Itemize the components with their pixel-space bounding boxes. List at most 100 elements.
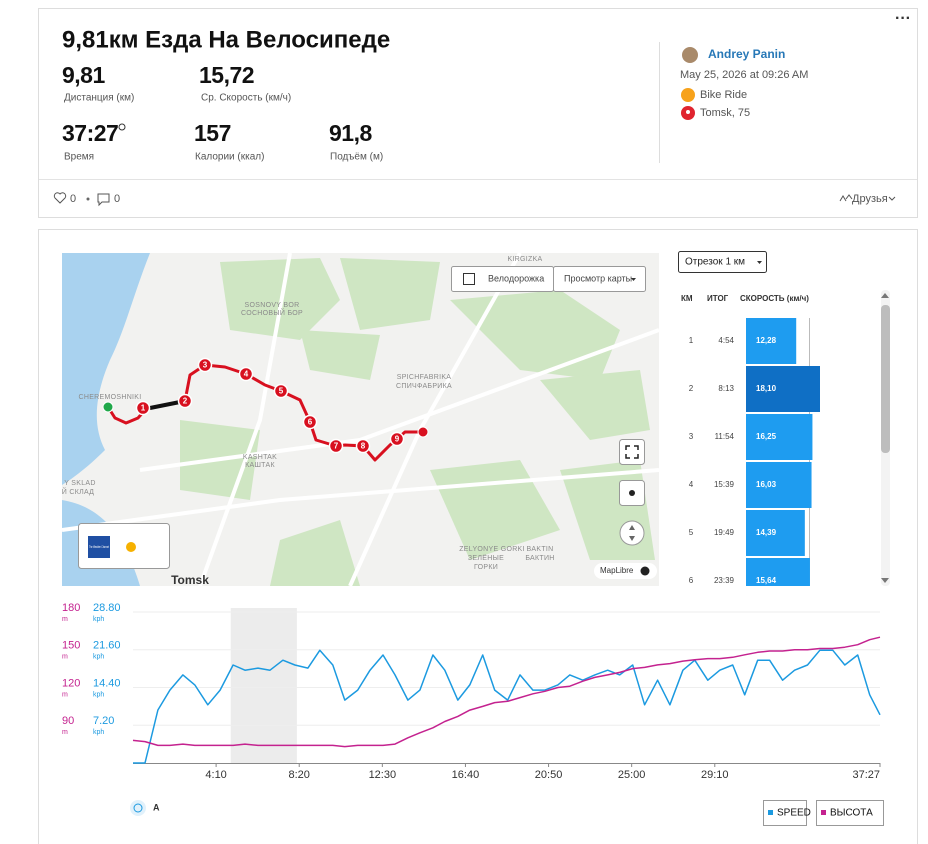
map-place-label: ZELYONYE GORKI — [459, 546, 525, 553]
series-line — [133, 649, 881, 764]
split-header: ИТОГ — [707, 294, 729, 303]
split-bar[interactable] — [746, 366, 820, 412]
split-bar[interactable] — [746, 558, 810, 604]
y-tick-label: 150 — [62, 640, 80, 652]
comment-icon[interactable] — [97, 193, 110, 207]
avatar[interactable] — [682, 47, 698, 63]
compass[interactable] — [619, 520, 645, 546]
km-marker-label: 1 — [141, 404, 146, 413]
split-time: 8:13 — [718, 384, 734, 393]
sun-icon — [126, 542, 136, 552]
km-marker — [197, 357, 213, 373]
split-bar[interactable] — [746, 318, 797, 364]
kudos-icon[interactable] — [53, 192, 67, 204]
bike-lane-label: Велодорожка — [488, 273, 544, 283]
x-tick-label: 20:50 — [535, 769, 563, 781]
time-toggle-icon — [133, 803, 143, 813]
attribution-box — [594, 563, 657, 579]
y2-unit: kph — [93, 691, 104, 698]
stat-value: 91,8 — [329, 120, 372, 146]
weather-logo — [88, 536, 110, 558]
map-place-label: КАШТАК — [245, 462, 275, 469]
activity-date: May 25, 2026 at 09:26 AM — [680, 69, 808, 81]
stat-label: Ср. Скорость (км/ч) — [201, 93, 291, 104]
map-place-label: ГОРКИ — [474, 564, 498, 571]
separator-dot — [86, 197, 90, 201]
y2-unit: kph — [93, 616, 104, 623]
split-dropdown[interactable] — [678, 251, 767, 273]
km-marker-label: 3 — [203, 361, 208, 370]
map-view-button[interactable] — [553, 266, 646, 292]
visibility: Друзья — [852, 193, 888, 205]
y-unit: m — [62, 729, 68, 736]
split-rows: 1 4:54 12,28 2 8:13 18,10 3 11:54 16,25 4 15:39 16,… — [689, 318, 820, 604]
split-time: 4:54 — [718, 336, 734, 345]
map-control[interactable] — [619, 439, 645, 465]
y-tick-label: 90 — [62, 715, 74, 727]
split-bar[interactable] — [746, 510, 805, 556]
start-marker — [102, 401, 114, 413]
chevron[interactable] — [888, 196, 896, 201]
km-marker-label: 9 — [395, 435, 400, 444]
legend-item[interactable] — [816, 800, 884, 826]
map-place-label: SPICHFABRIKA — [397, 374, 452, 381]
compass-icon — [629, 525, 635, 541]
split-header: СКОРОСТЬ (км/ч) — [740, 294, 809, 303]
scroll-thumb[interactable] — [881, 305, 890, 453]
map-place-label: СПИЧФАБРИКА — [396, 383, 452, 390]
chart-toggle[interactable]: A — [153, 802, 160, 812]
x-tick-label: 37:27 — [852, 769, 880, 781]
x-tick-label: 4:10 — [205, 769, 226, 781]
km-marker — [389, 431, 405, 447]
y2-tick-label: 21.60 — [93, 640, 121, 652]
stat-value: 157 — [194, 120, 231, 146]
split-dropdown-label: Отрезок 1 км — [685, 257, 745, 268]
split-header: КМ — [681, 294, 693, 303]
checkbox[interactable] — [463, 273, 475, 285]
activity-title: 9,81км Езда На Велосипеде — [62, 26, 390, 53]
x-tick-label: 29:10 — [701, 769, 729, 781]
km-marker — [177, 393, 193, 409]
legend-swatch — [821, 810, 826, 815]
x-tick-label: 16:40 — [452, 769, 480, 781]
x-tick-label: 25:00 — [618, 769, 646, 781]
info-icon[interactable] — [118, 123, 126, 131]
route — [183, 363, 423, 462]
km-marker — [273, 383, 289, 399]
stat-label: Калории (ккал) — [195, 152, 264, 163]
km-marker — [355, 438, 371, 454]
comment-count: 0 — [114, 193, 120, 205]
series-line — [132, 636, 881, 748]
attribution: MapLibre — [600, 566, 634, 575]
legend-label: SPEED — [777, 808, 811, 819]
stat-label: Дистанция (км) — [64, 93, 134, 104]
map-place-label: Й СКЛАД — [62, 487, 94, 496]
km-marker — [135, 400, 151, 416]
map-place-label: CHEREMOSHNIKI — [78, 394, 141, 401]
map-place-label: BAKTIN — [526, 546, 553, 553]
split-km: 3 — [689, 432, 694, 441]
locate-icon — [629, 490, 635, 496]
attribution-info[interactable] — [640, 566, 650, 576]
map-place-label: KIRGIZKA — [507, 256, 542, 263]
time-toggle[interactable] — [130, 800, 146, 816]
split-bar[interactable] — [746, 462, 812, 508]
activity-location: Tomsk, 75 — [700, 107, 750, 119]
km-marker — [238, 366, 254, 382]
y-tick-label: 120 — [62, 677, 80, 689]
map-view-label: Просмотр карты — [564, 273, 632, 283]
km-marker-label: 4 — [244, 370, 249, 379]
stat-value: 15,72 — [199, 62, 254, 88]
km-marker-label: 6 — [308, 418, 313, 427]
split-km: 6 — [689, 576, 694, 585]
stat-value: 37:27 — [62, 120, 118, 146]
more-menu[interactable]: ··· — [895, 10, 911, 27]
stat-label: Время — [64, 152, 94, 163]
fullscreen-icon — [625, 445, 639, 459]
km-marker-label: 2 — [183, 397, 188, 406]
split-time: 11:54 — [715, 432, 735, 441]
athlete-name[interactable]: Andrey Panin — [708, 47, 785, 61]
split-bar[interactable] — [746, 414, 813, 460]
